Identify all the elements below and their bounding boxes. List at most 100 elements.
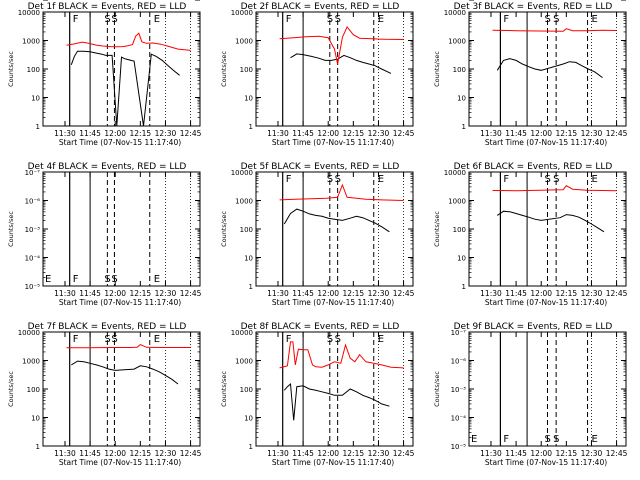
y-tick-label: 1000	[235, 198, 253, 206]
x-tick-label: 11:30	[480, 129, 502, 138]
x-axis-label: Start Time (07-Nov-15 11:17:40)	[272, 298, 394, 307]
y-tick-label: 10000	[18, 9, 40, 17]
event-marker-f: F	[73, 14, 79, 25]
event-marker-f: F	[503, 14, 509, 25]
x-tick-label: 12:00	[104, 289, 126, 298]
y-tick-label: 10⁻³	[25, 226, 41, 234]
x-tick-label: 12:00	[104, 129, 126, 138]
x-tick-label: 11:30	[267, 129, 289, 138]
x-tick-label: 11:45	[79, 449, 101, 458]
y-tick-label: 1	[36, 123, 40, 131]
event-marker-s: S	[545, 434, 551, 445]
y-tick-label: 10	[31, 95, 40, 103]
event-marker-f: F	[503, 174, 509, 185]
y-tick-label: 10	[244, 415, 253, 423]
y-tick-label: 100	[27, 386, 40, 394]
x-tick-label: 12:30	[368, 449, 390, 458]
y-axis-label: Counts/sec	[7, 211, 15, 247]
y-tick-label: 1	[249, 123, 253, 131]
panel-det-1f: Det 1f BLACK = Events, RED = LLD 1 10 100 10…	[7, 2, 202, 147]
panel-title: Det 9f BLACK = Events, RED = LLD	[454, 322, 613, 332]
x-tick-label: 12:30	[155, 449, 177, 458]
event-marker-e: E	[592, 14, 598, 25]
y-tick-label: 10	[244, 95, 253, 103]
x-axis-label: Start Time (07-Nov-15 11:17:40)	[272, 138, 394, 147]
event-marker-e: E	[154, 274, 160, 285]
series-line-events	[496, 58, 603, 79]
panel-det-3f: Det 3f BLACK = Events, RED = LLD 1 10 100 10…	[433, 2, 628, 147]
x-axis-label: Start Time (07-Nov-15 11:17:40)	[59, 458, 181, 467]
y-tick-label: 10	[244, 255, 253, 263]
x-tick-label: 12:45	[606, 449, 628, 458]
y-tick-label: 10⁻⁸	[451, 0, 467, 2]
x-tick-label: 12:00	[317, 449, 339, 458]
event-marker-s: S	[327, 174, 333, 185]
x-axis-label: Start Time (07-Nov-15 11:17:40)	[485, 458, 607, 467]
series-line-lld	[279, 183, 404, 201]
y-tick-label: 10⁻³	[451, 386, 467, 394]
x-tick-label: 12:45	[393, 289, 415, 298]
event-marker-s: S	[553, 14, 559, 25]
y-tick-label: 1000	[22, 358, 40, 366]
y-tick-label: 1000	[235, 358, 253, 366]
x-tick-label: 12:30	[368, 129, 390, 138]
y-tick-label: 10⁻⁶	[25, 198, 41, 206]
x-tick-label: 11:45	[292, 289, 314, 298]
x-tick-label: 11:45	[505, 449, 527, 458]
x-tick-label: 12:30	[368, 289, 390, 298]
x-tick-label: 12:15	[343, 289, 365, 298]
x-tick-label: 12:45	[180, 129, 202, 138]
y-tick-label: 10⁻⁴	[451, 415, 467, 423]
panel-det-7f: Det 7f BLACK = Events, RED = LLD 1 10 100 10…	[7, 322, 202, 467]
y-tick-label: 10⁻⁵	[25, 283, 41, 291]
y-axis-label: Counts/sec	[220, 371, 228, 407]
x-tick-label: 11:45	[79, 289, 101, 298]
y-tick-label: 10⁻⁷	[25, 169, 41, 177]
y-tick-label: 1000	[448, 198, 466, 206]
x-tick-label: 12:00	[530, 129, 552, 138]
panel-det-8f: Det 8f BLACK = Events, RED = LLD 1 10 100 10…	[220, 322, 415, 467]
panel-title: Det 4f BLACK = Events, RED = LLD	[28, 162, 187, 172]
y-tick-label: 100	[453, 226, 466, 234]
plot-frame	[42, 331, 201, 447]
panel-title: Det 7f BLACK = Events, RED = LLD	[28, 322, 187, 332]
event-marker-f: F	[286, 334, 292, 345]
x-tick-label: 12:00	[104, 449, 126, 458]
x-tick-label: 11:45	[79, 129, 101, 138]
x-tick-label: 12:30	[581, 129, 603, 138]
x-tick-label: 12:00	[317, 129, 339, 138]
series-line-events	[290, 53, 392, 74]
event-marker-s: S	[335, 14, 341, 25]
y-tick-label: 1000	[448, 38, 466, 46]
panel-title: Det 8f BLACK = Events, RED = LLD	[241, 322, 400, 332]
y-axis-label: Counts/sec	[7, 51, 15, 87]
panel-title: Det 6f BLACK = Events, RED = LLD	[454, 162, 613, 172]
event-marker-e: E	[45, 274, 51, 285]
event-marker-f: F	[286, 174, 292, 185]
y-tick-label: 100	[240, 226, 253, 234]
y-tick-label: 10⁻⁸	[25, 0, 41, 2]
x-tick-label: 12:45	[606, 289, 628, 298]
event-marker-s: S	[545, 14, 551, 25]
panel-det-9f: Det 9f BLACK = Events, RED = LLD 10⁻⁵ 10⁻⁴…	[433, 0, 628, 467]
panel-title: Det 3f BLACK = Events, RED = LLD	[454, 2, 613, 12]
y-tick-label: 1	[249, 283, 253, 291]
event-marker-f: F	[73, 334, 79, 345]
x-tick-label: 11:45	[505, 289, 527, 298]
x-tick-label: 11:30	[54, 129, 76, 138]
series-line-events	[70, 50, 180, 127]
y-tick-label: 10	[457, 95, 466, 103]
event-marker-s: S	[335, 334, 341, 345]
y-tick-label: 10000	[444, 9, 466, 17]
y-tick-label: 100	[27, 66, 40, 74]
y-tick-label: 10⁻⁴	[25, 255, 41, 263]
y-tick-label: 10000	[231, 169, 253, 177]
panel-det-4f: Det 4f BLACK = Events, RED = LLD 10⁻⁵ 10⁻⁴…	[7, 0, 202, 307]
event-marker-e: E	[154, 334, 160, 345]
x-tick-label: 11:45	[505, 129, 527, 138]
y-tick-label: 10⁻⁶	[451, 358, 467, 366]
y-axis-label: Counts/sec	[220, 51, 228, 87]
x-tick-label: 12:15	[556, 129, 578, 138]
x-tick-label: 11:30	[267, 289, 289, 298]
